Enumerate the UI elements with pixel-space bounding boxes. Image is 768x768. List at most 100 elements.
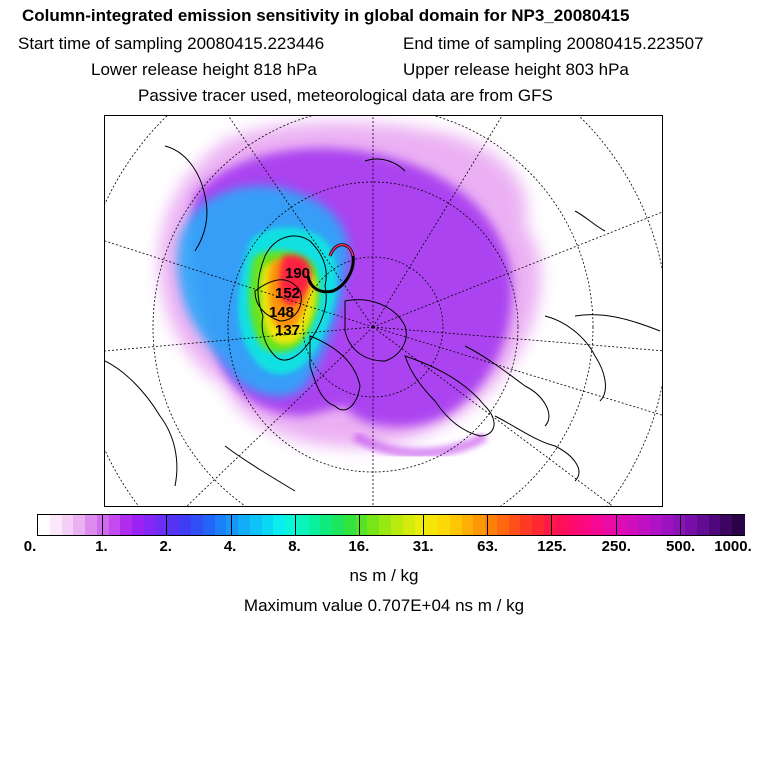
plume-purple-arc — [352, 431, 488, 458]
colorbar-tick-label: 2. — [159, 538, 172, 555]
track-label-2: 148 — [269, 304, 294, 321]
graticule — [105, 116, 662, 506]
end-time-label: End time of sampling 20080415.223507 — [403, 34, 704, 53]
colorbar-tick-label: 250. — [601, 538, 631, 555]
colorbar-units: ns m / kg — [349, 566, 419, 585]
colorbar-cell — [708, 515, 722, 535]
flight-track — [306, 243, 355, 294]
colorbar-cell — [661, 515, 674, 535]
colorbar-cell — [591, 515, 604, 535]
colorbar-cell — [379, 515, 392, 535]
colorbar-cell — [38, 515, 51, 535]
colorbar-tick-label: 500. — [666, 538, 696, 555]
colorbar-tick-label: 31. — [412, 538, 434, 555]
colorbar-cell — [343, 515, 357, 535]
colorbar-cell — [155, 515, 169, 535]
plot-title: Column-integrated emission sensitivity i… — [22, 6, 630, 25]
colorbar-cell — [579, 515, 592, 535]
colorbar-cell — [108, 515, 121, 535]
colorbar-cell — [249, 515, 263, 535]
colorbar-cell — [449, 515, 463, 535]
upper-release-height-label: Upper release height 803 hPa — [403, 60, 629, 79]
colorbar-cell — [614, 515, 627, 535]
colorbar-cell — [179, 515, 192, 535]
coastlines — [105, 145, 661, 492]
colorbar-cell — [367, 515, 380, 535]
colorbar-cell — [49, 515, 63, 535]
track-label-3: 137 — [275, 322, 300, 339]
colorbar-cell — [238, 515, 251, 535]
colorbar-cell — [202, 515, 216, 535]
colorbar-cell — [414, 515, 427, 535]
colorbar-cell — [426, 515, 439, 535]
colorbar-cell — [214, 515, 227, 535]
colorbar-cell — [732, 515, 745, 535]
colorbar-cell — [285, 515, 298, 535]
track-label-0: 190 — [285, 265, 310, 282]
colorbar-cell — [685, 515, 698, 535]
colorbar-separator — [294, 515, 296, 535]
colorbar-separator — [102, 515, 104, 535]
colorbar-cell — [273, 515, 286, 535]
track-label-1: 152 — [275, 285, 300, 302]
colorbar-cell — [696, 515, 710, 535]
colorbar-separator — [487, 515, 489, 535]
colorbar-cell — [85, 515, 98, 535]
emission-sensitivity-map: 190 152 148 137 — [104, 115, 663, 507]
colorbar-separator — [679, 515, 681, 535]
colorbar-cell — [120, 515, 133, 535]
colorbar-cell — [320, 515, 333, 535]
maximum-value-label: Maximum value 0.707E+04 ns m / kg — [243, 596, 525, 615]
colorbar-cell — [132, 515, 145, 535]
colorbar-cell — [626, 515, 639, 535]
colorbar-cell — [167, 515, 180, 535]
colorbar-cell — [567, 515, 580, 535]
colorbar-cell — [402, 515, 416, 535]
colorbar-cell — [649, 515, 663, 535]
colorbar-separator — [166, 515, 168, 535]
colorbar-cell — [226, 515, 239, 535]
colorbar-cell — [355, 515, 369, 535]
colorbar-tick-label: 8. — [288, 538, 301, 555]
colorbar-cell — [296, 515, 310, 535]
colorbar-cell — [673, 515, 686, 535]
colorbar-cell — [308, 515, 321, 535]
colorbar-cell — [720, 515, 733, 535]
colorbar-separator — [551, 515, 553, 535]
colorbar-tick-label: 4. — [223, 538, 237, 555]
track-labels: 190 152 148 137 — [269, 265, 310, 339]
colorbar-tick-label: 125. — [537, 538, 567, 555]
colorbar-cell — [520, 515, 533, 535]
colorbar — [37, 514, 745, 536]
sensitivity-field — [159, 122, 541, 458]
plume-red-core — [279, 254, 312, 306]
colorbar-cell — [61, 515, 74, 535]
colorbar-cell — [190, 515, 204, 535]
colorbar-tick-label: 0. — [23, 538, 37, 555]
colorbar-cell — [508, 515, 522, 535]
colorbar-cell — [532, 515, 545, 535]
colorbar-cell — [143, 515, 157, 535]
colorbar-tick-label: 63. — [477, 538, 498, 555]
colorbar-separator — [230, 515, 232, 535]
colorbar-separator — [358, 515, 360, 535]
colorbar-tick-label: 1000. — [714, 538, 752, 555]
colorbar-cell — [555, 515, 569, 535]
colorbar-tick-label: 1. — [95, 538, 108, 555]
colorbar-cell — [496, 515, 510, 535]
colorbar-cell — [391, 515, 404, 535]
colorbar-separator — [423, 515, 425, 535]
colorbar-cell — [438, 515, 451, 535]
colorbar-cell — [473, 515, 486, 535]
colorbar-cell — [261, 515, 274, 535]
colorbar-cell — [73, 515, 86, 535]
start-time-label: Start time of sampling 20080415.223446 — [18, 34, 325, 53]
colorbar-cell — [638, 515, 651, 535]
lower-release-height-label: Lower release height 818 hPa — [91, 60, 317, 79]
colorbar-separator — [615, 515, 617, 535]
colorbar-cell — [602, 515, 616, 535]
map-canvas: 190 152 148 137 — [105, 116, 662, 506]
colorbar-cell — [461, 515, 474, 535]
colorbar-cell — [543, 515, 557, 535]
tracer-note-label: Passive tracer used, meteorological data… — [138, 86, 553, 105]
